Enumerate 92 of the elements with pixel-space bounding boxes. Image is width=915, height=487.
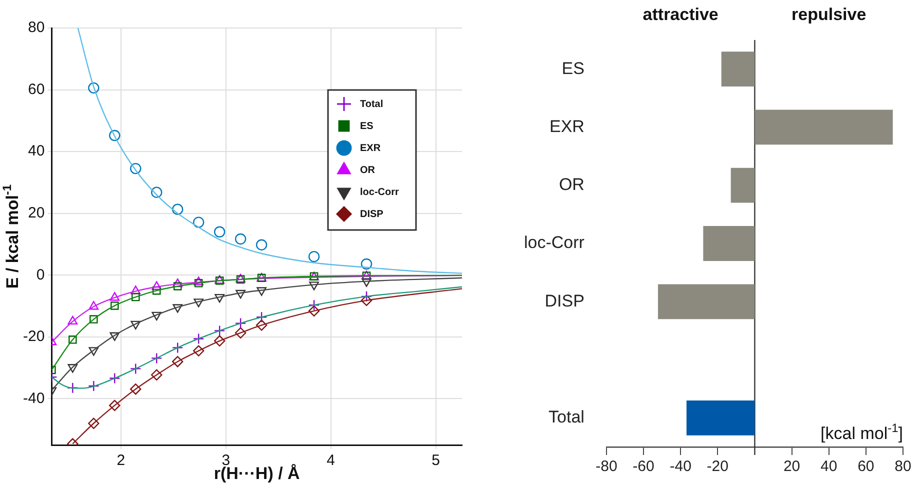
point xyxy=(256,320,268,331)
point xyxy=(68,316,78,325)
point xyxy=(309,282,319,290)
point xyxy=(130,162,142,174)
point xyxy=(109,130,120,142)
point xyxy=(130,286,141,294)
y-tick-label: ES xyxy=(562,58,584,78)
point xyxy=(214,325,226,336)
point xyxy=(308,250,320,262)
point xyxy=(172,356,184,368)
legend-label: loc-Corr xyxy=(360,186,399,198)
y-tick-label: -40 xyxy=(22,390,45,407)
point xyxy=(194,298,204,308)
point xyxy=(152,281,162,290)
point xyxy=(360,294,372,306)
point xyxy=(152,286,161,295)
x-tick-label: -20 xyxy=(706,458,728,476)
x-tick-label: 60 xyxy=(858,458,874,476)
point xyxy=(130,320,141,330)
text: repulsive xyxy=(792,5,866,24)
point xyxy=(88,347,99,356)
point xyxy=(214,294,225,303)
point xyxy=(152,312,162,321)
point xyxy=(151,186,162,198)
point xyxy=(308,299,320,311)
legend-label: DISP xyxy=(360,208,384,220)
x-tick-label: 80 xyxy=(894,458,912,476)
point xyxy=(360,258,372,270)
text: attractive xyxy=(642,5,718,24)
point xyxy=(151,352,162,364)
point xyxy=(151,369,162,380)
point xyxy=(88,418,100,429)
point xyxy=(88,301,99,310)
y-tick-label: Total xyxy=(548,408,584,427)
point xyxy=(193,216,204,228)
point xyxy=(68,364,78,373)
y-tick-label: 60 xyxy=(28,80,45,98)
point xyxy=(130,383,142,395)
point xyxy=(234,318,246,329)
y-tick-label: loc-Corr xyxy=(524,233,585,252)
point xyxy=(194,279,203,288)
point xyxy=(131,292,140,302)
x-tick-label: -40 xyxy=(670,458,692,476)
point xyxy=(193,345,204,356)
point xyxy=(90,315,98,324)
legend-label: Total xyxy=(360,98,384,110)
point xyxy=(88,82,100,94)
point xyxy=(234,327,246,338)
y-tick-label: DISP xyxy=(544,291,584,310)
line-series xyxy=(77,28,462,274)
point xyxy=(109,372,120,384)
point xyxy=(234,233,246,245)
x-tick-label: -80 xyxy=(596,458,618,476)
point xyxy=(173,282,182,290)
point xyxy=(214,226,226,238)
legend-label: ES xyxy=(360,120,374,132)
legend-label: OR xyxy=(360,164,376,176)
point xyxy=(256,239,268,250)
x-tick-label: 5 xyxy=(432,452,440,470)
point xyxy=(172,278,183,288)
point xyxy=(110,292,120,301)
y-tick-label: 80 xyxy=(28,19,45,36)
y-axis-title: E / kcal mol-1 xyxy=(0,184,22,289)
point xyxy=(110,332,120,341)
point xyxy=(193,333,204,344)
x-tick-label: 4 xyxy=(326,452,335,470)
point xyxy=(172,204,184,215)
point xyxy=(194,276,204,286)
x-tick-label: 40 xyxy=(820,458,838,476)
x-tick-label: -60 xyxy=(632,458,654,476)
point xyxy=(109,400,120,412)
y-tick-label: EXR xyxy=(549,116,584,136)
point xyxy=(110,302,119,310)
point xyxy=(214,335,226,347)
point xyxy=(256,287,266,296)
point xyxy=(88,380,100,392)
point xyxy=(172,304,183,313)
point xyxy=(360,290,372,302)
x-tick-label: 20 xyxy=(783,458,800,476)
y-tick-label: OR xyxy=(558,175,584,194)
y-tick-label: -20 xyxy=(22,328,45,346)
y-tick-label: 0 xyxy=(36,266,45,284)
point xyxy=(236,290,246,299)
x-tick-label: 2 xyxy=(116,452,126,470)
point xyxy=(130,363,142,374)
y-tick-label: 20 xyxy=(28,204,45,222)
point xyxy=(256,312,268,323)
point xyxy=(308,305,320,317)
point xyxy=(172,342,184,354)
point xyxy=(68,336,77,344)
y-tick-label: 40 xyxy=(28,142,45,160)
legend-label: EXR xyxy=(360,142,382,154)
